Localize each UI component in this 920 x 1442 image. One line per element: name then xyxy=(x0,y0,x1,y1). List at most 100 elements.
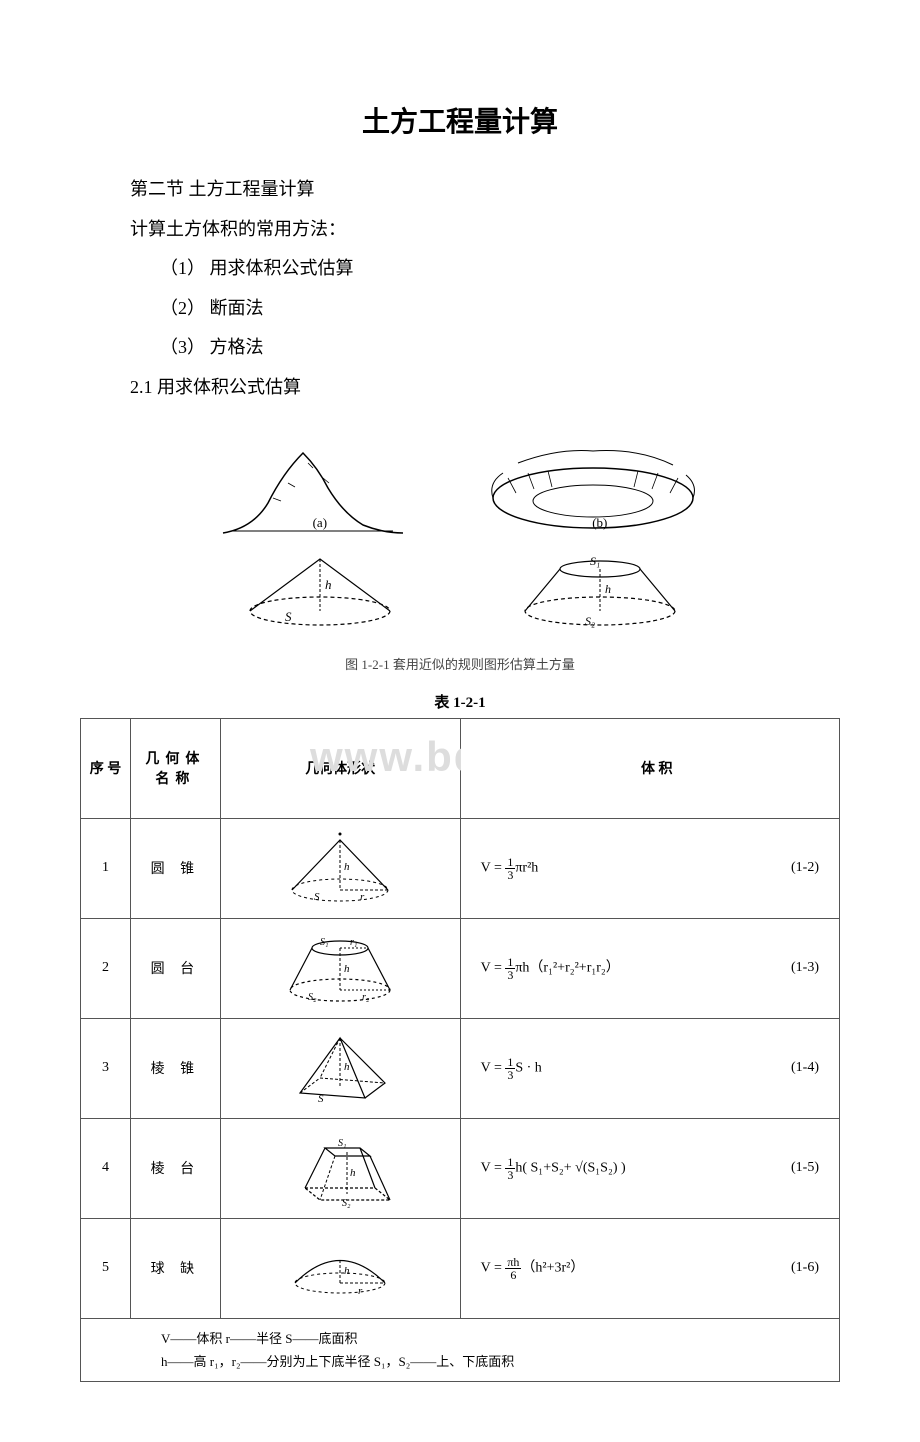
frac-num: 1 xyxy=(505,1156,515,1169)
intro-text: 计算土方体积的常用方法： xyxy=(130,210,850,250)
figure-row-geometry: h S S₁ h S₂ xyxy=(180,546,740,636)
pyramid-frustum-icon: S₁ h S₂ xyxy=(270,1128,410,1208)
frac-den: 6 xyxy=(505,1269,521,1281)
spherical-cap-icon: h r xyxy=(270,1228,410,1308)
table-row: 1 圆 锥 h S r V = 13πr²h (1-2) xyxy=(81,818,840,918)
svg-text:h: h xyxy=(344,963,350,975)
frac-den: 3 xyxy=(505,1069,515,1081)
svg-text:r: r xyxy=(360,891,365,903)
svg-text:h: h xyxy=(344,1061,350,1073)
svg-text:S₁: S₁ xyxy=(338,1138,346,1149)
formula-suffix: h( S₁+S₂+ √(S₁S₂) ) xyxy=(515,1160,625,1175)
svg-text:h: h xyxy=(344,1265,350,1277)
svg-text:S₂: S₂ xyxy=(585,614,595,628)
geometry-table: 序 号 几何体名称 几何体形状 体 积 1 圆 锥 h S r xyxy=(80,718,840,1383)
equation-number: (1-6) xyxy=(791,1260,819,1276)
formula-suffix: （h²+3r²） xyxy=(521,1260,584,1275)
figure-label-b: (b) xyxy=(592,515,607,531)
cell-num: 5 xyxy=(81,1218,131,1318)
figure-1-2-1: www.bdocx.com (a) (b) h S xyxy=(180,433,740,673)
header-num: 序 号 xyxy=(81,718,131,818)
equation-number: (1-5) xyxy=(791,1160,819,1176)
cell-name: 球 缺 xyxy=(130,1218,220,1318)
footer-line-1: V——体积 r——半径 S——底面积 xyxy=(161,1327,819,1350)
cell-name: 圆 台 xyxy=(130,918,220,1018)
cone-geometry-icon: h S xyxy=(230,551,410,631)
cell-volume: V = 13S · h (1-4) xyxy=(460,1018,839,1118)
table-row: 4 棱 台 S₁ h S₂ V = 13h( S₁+S₂+ √(S₁S₂) ) xyxy=(81,1118,840,1218)
cell-shape-spherical-cap: h r xyxy=(220,1218,460,1318)
cell-num: 4 xyxy=(81,1118,131,1218)
formula-suffix: πr²h xyxy=(515,860,538,875)
formula-suffix: πh（r₁²+r₂²+r₁r₂） xyxy=(515,960,619,975)
svg-text:h: h xyxy=(350,1167,356,1179)
subsection-heading: 2.1 用求体积公式估算 xyxy=(130,368,850,408)
cell-shape-frustum-pyramid: S₁ h S₂ xyxy=(220,1118,460,1218)
section-heading: 第二节 土方工程量计算 xyxy=(130,170,850,210)
circular-frustum-icon: S₁ r₁ h S₂ r₂ xyxy=(270,928,410,1008)
equation-number: (1-4) xyxy=(791,1060,819,1076)
frac-den: 3 xyxy=(505,1169,515,1181)
formula-prefix: V = xyxy=(481,1160,506,1175)
svg-text:S₂: S₂ xyxy=(342,1198,351,1208)
cone-shape-icon: h S r xyxy=(270,828,410,908)
svg-text:S₂: S₂ xyxy=(308,992,317,1003)
cell-shape-pyramid: h S xyxy=(220,1018,460,1118)
table-header-row: 序 号 几何体名称 几何体形状 体 积 xyxy=(81,718,840,818)
svg-text:S: S xyxy=(318,1093,324,1105)
cell-volume: V = πh6（h²+3r²） (1-6) xyxy=(460,1218,839,1318)
table-footer-row: V——体积 r——半径 S——底面积 h——高 r₁，r₂——分别为上下底半径 … xyxy=(81,1318,840,1382)
footer-line-2: h——高 r₁，r₂——分别为上下底半径 S₁，S₂——上、下底面积 xyxy=(161,1350,819,1373)
frustum-geometry-icon: S₁ h S₂ xyxy=(510,551,690,631)
cell-num: 2 xyxy=(81,918,131,1018)
svg-text:S₁: S₁ xyxy=(590,554,600,568)
svg-text:S₁: S₁ xyxy=(320,937,328,948)
svg-text:S: S xyxy=(285,609,292,624)
method-2: （2） 断面法 xyxy=(160,289,850,329)
cell-volume: V = 13h( S₁+S₂+ √(S₁S₂) ) (1-5) xyxy=(460,1118,839,1218)
cell-shape-cone: h S r xyxy=(220,818,460,918)
table-row: 2 圆 台 S₁ r₁ h S₂ r₂ xyxy=(81,918,840,1018)
header-name: 几何体名称 xyxy=(130,718,220,818)
document-title: 土方工程量计算 xyxy=(70,100,850,140)
method-1: （1） 用求体积公式估算 xyxy=(160,249,850,289)
cell-volume: V = 13πr²h (1-2) xyxy=(460,818,839,918)
cell-name: 棱 锥 xyxy=(130,1018,220,1118)
svg-text:h: h xyxy=(344,861,350,873)
cell-num: 1 xyxy=(81,818,131,918)
figure-caption: 图 1-2-1 套用近似的规则图形估算土方量 xyxy=(180,654,740,673)
table-row: 3 棱 锥 h S V = 13S · h (1-4) xyxy=(81,1018,840,1118)
cell-num: 3 xyxy=(81,1018,131,1118)
svg-text:r₂: r₂ xyxy=(362,992,370,1003)
equation-number: (1-3) xyxy=(791,960,819,976)
cell-name: 棱 台 xyxy=(130,1118,220,1218)
equation-number: (1-2) xyxy=(791,860,819,876)
table-title: 表 1-2-1 xyxy=(70,691,850,712)
cell-shape-frustum-circle: S₁ r₁ h S₂ r₂ xyxy=(220,918,460,1018)
frac-num: 1 xyxy=(505,956,515,969)
frac-num: 1 xyxy=(505,856,515,869)
method-3: （3） 方格法 xyxy=(160,328,850,368)
frac-num: πh xyxy=(505,1256,521,1269)
frac-num: 1 xyxy=(505,1056,515,1069)
frac-den: 3 xyxy=(505,969,515,981)
svg-text:h: h xyxy=(325,577,332,592)
table-footer-cell: V——体积 r——半径 S——底面积 h——高 r₁，r₂——分别为上下底半径 … xyxy=(81,1318,840,1382)
figure-label-a: (a) xyxy=(313,515,327,531)
formula-prefix: V = xyxy=(481,960,506,975)
formula-prefix: V = xyxy=(481,860,506,875)
formula-prefix: V = xyxy=(481,1260,506,1275)
table-row: 5 球 缺 h r V = πh6（h²+3r²） (1-6) xyxy=(81,1218,840,1318)
header-shape: 几何体形状 xyxy=(220,718,460,818)
frac-den: 3 xyxy=(505,869,515,881)
svg-text:S: S xyxy=(314,891,320,903)
header-volume: 体 积 xyxy=(460,718,839,818)
formula-prefix: V = xyxy=(481,1060,506,1075)
formula-suffix: S · h xyxy=(515,1060,541,1075)
svg-text:r₁: r₁ xyxy=(350,937,357,948)
cell-name: 圆 锥 xyxy=(130,818,220,918)
pyramid-shape-icon: h S xyxy=(270,1028,410,1108)
svg-text:r: r xyxy=(358,1285,363,1297)
cell-volume: V = 13πh（r₁²+r₂²+r₁r₂） (1-3) xyxy=(460,918,839,1018)
svg-text:h: h xyxy=(605,582,611,596)
